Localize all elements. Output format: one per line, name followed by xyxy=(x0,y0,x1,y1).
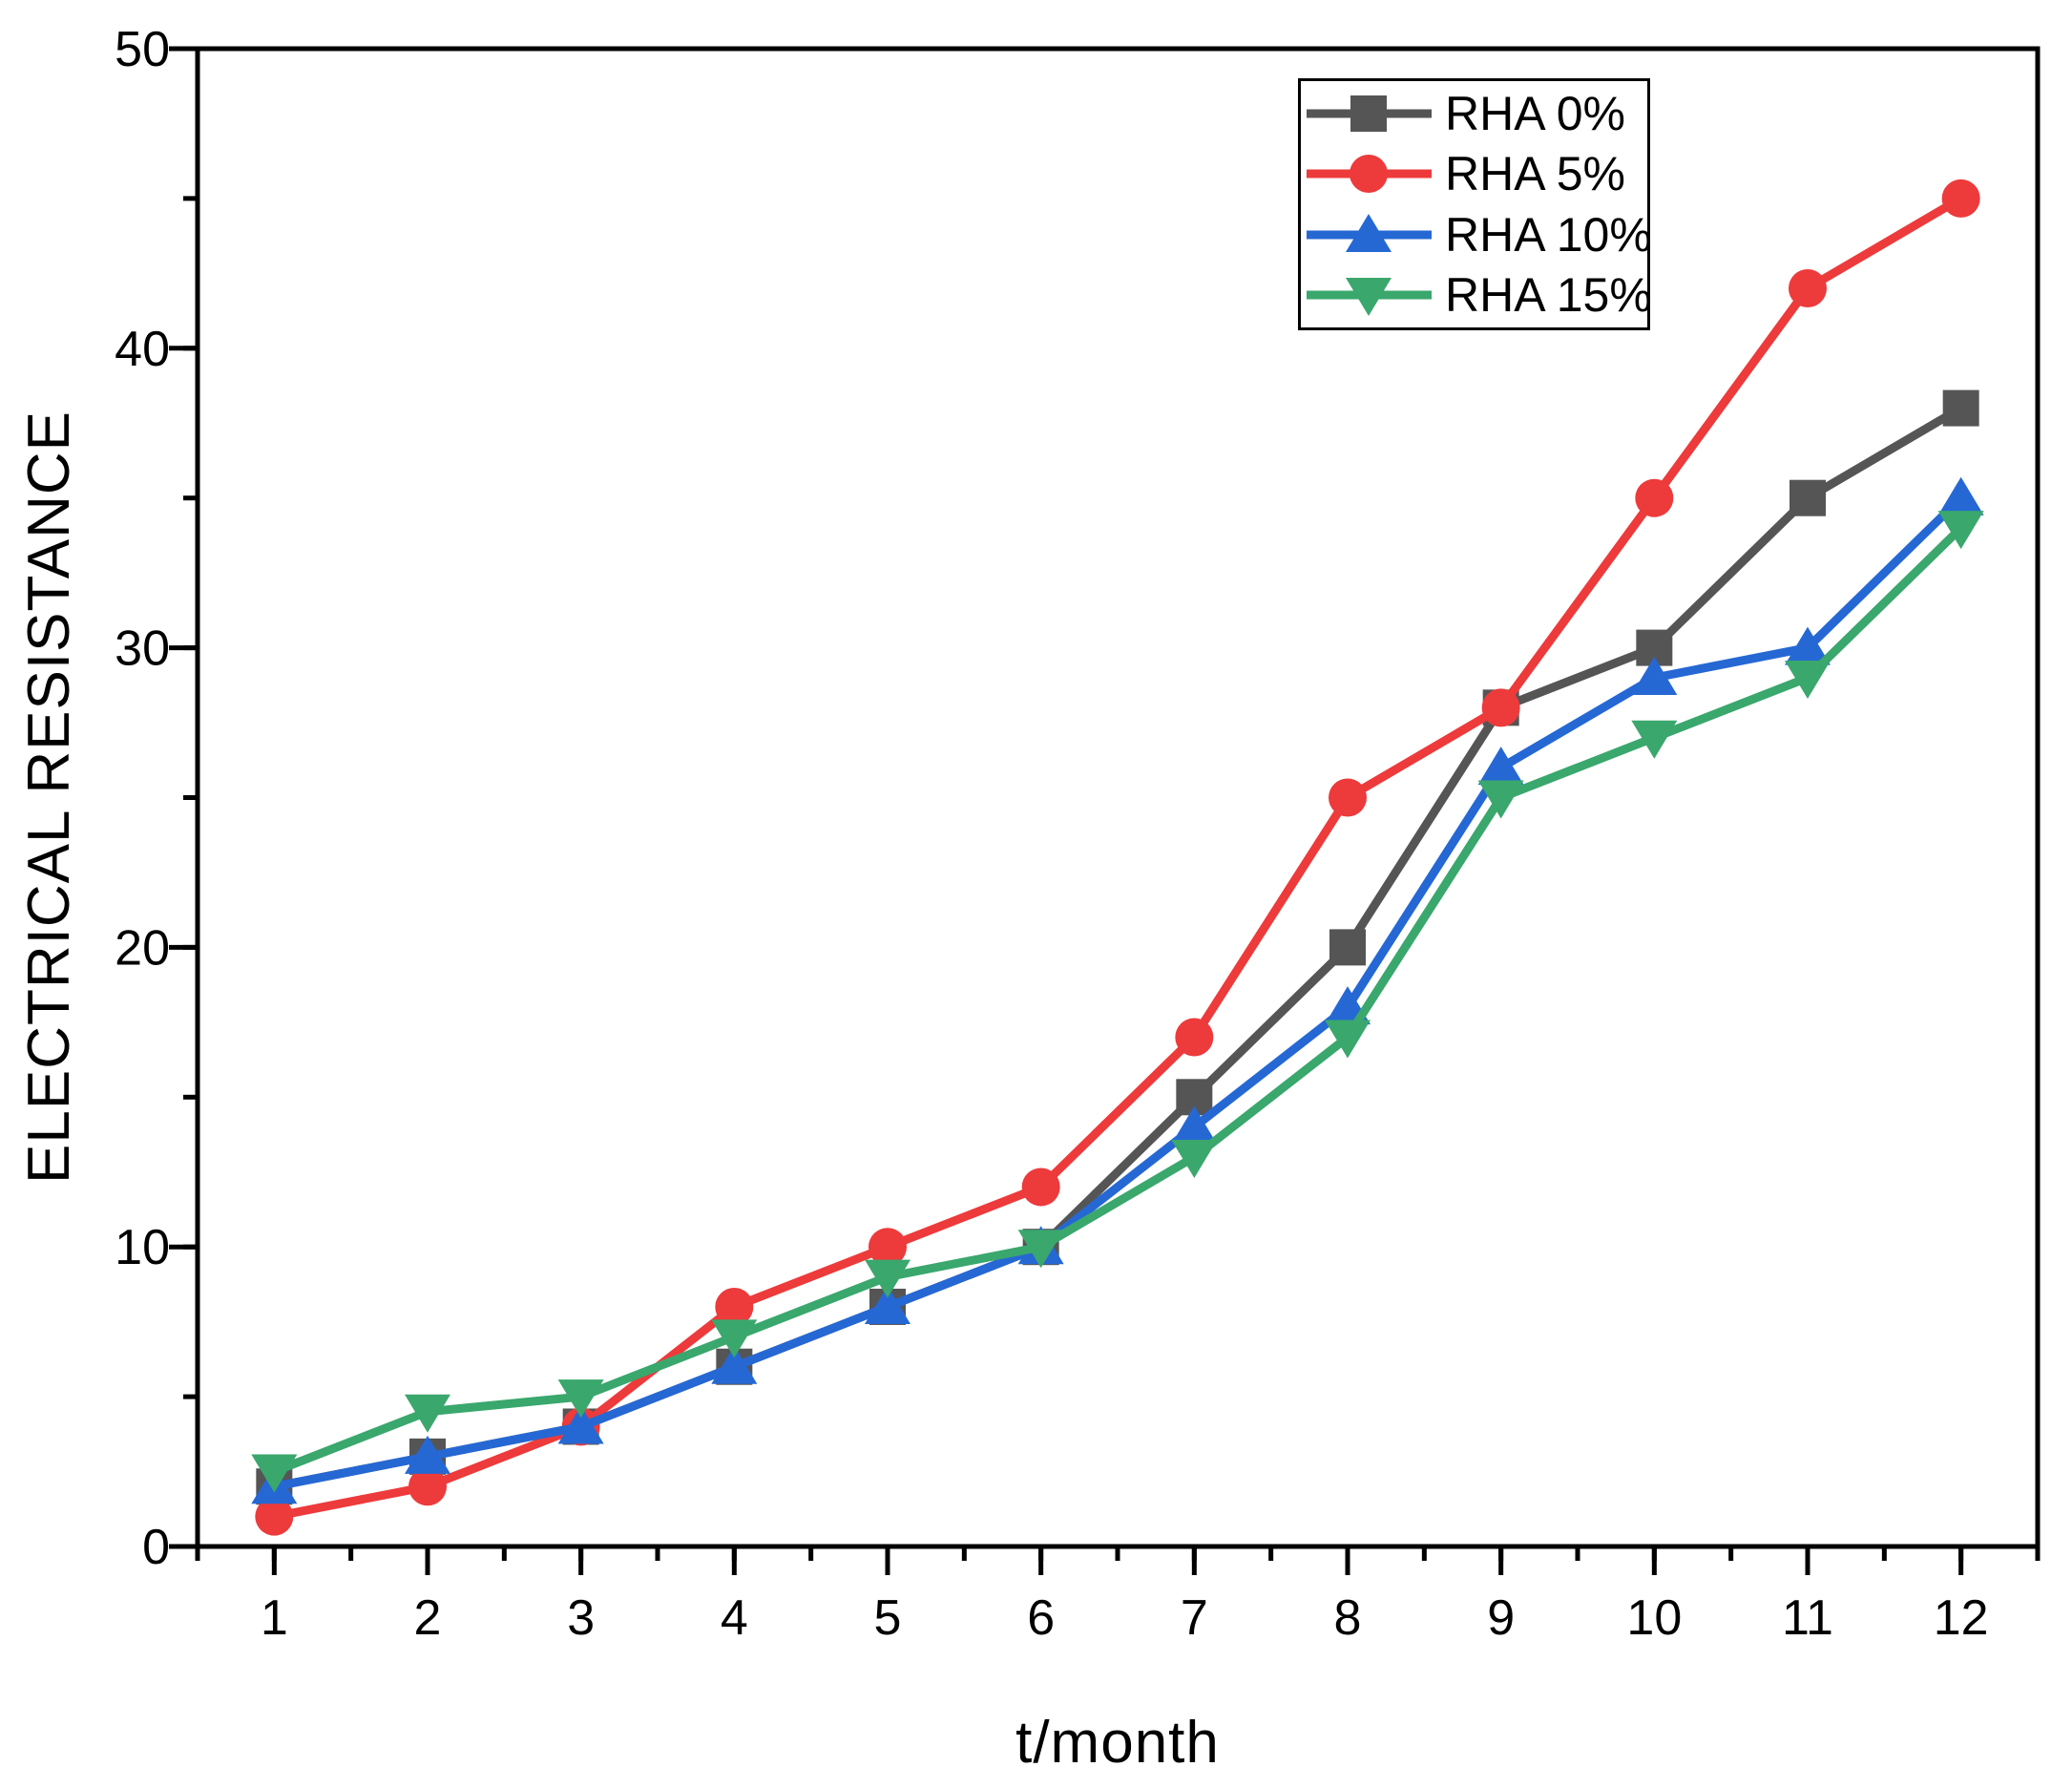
legend-marker-triangle-down-icon xyxy=(1307,278,1432,317)
series-rha-15- xyxy=(251,511,1984,1493)
legend-item-label: RHA 5% xyxy=(1445,147,1625,201)
legend-marker-triangle-up-icon xyxy=(1307,213,1432,252)
data-point xyxy=(865,1259,910,1298)
data-point xyxy=(1942,389,1979,427)
legend-item-label: RHA 10% xyxy=(1445,207,1652,262)
y-tick-label: 40 xyxy=(115,322,170,377)
data-point xyxy=(1789,269,1827,308)
x-tick-label: 11 xyxy=(1782,1590,1833,1646)
legend: RHA 0% RHA 5% RHA 10% RHA 15% xyxy=(1298,78,1652,330)
x-tick-label: 5 xyxy=(874,1590,902,1646)
legend-swatch-marker xyxy=(1350,95,1387,132)
data-point xyxy=(1171,1140,1218,1179)
data-point xyxy=(405,1394,450,1433)
x-axis-title: t/month xyxy=(1015,1710,1220,1776)
data-point xyxy=(1017,1230,1064,1269)
x-tick-label: 1 xyxy=(261,1590,288,1646)
data-point xyxy=(1477,747,1524,786)
data-point xyxy=(1937,476,1984,515)
legend-item-label: RHA 0% xyxy=(1445,86,1625,140)
y-tick-label: 10 xyxy=(115,1220,170,1275)
x-tick-label: 4 xyxy=(721,1590,748,1646)
plot-frame xyxy=(195,46,2041,1549)
data-point xyxy=(408,1467,447,1506)
data-point xyxy=(1941,179,1980,218)
data-point xyxy=(715,1287,754,1326)
data-point xyxy=(1789,479,1826,516)
x-tick-label: 12 xyxy=(1934,1590,1989,1646)
legend-swatch-marker xyxy=(1346,213,1392,252)
data-point xyxy=(1937,511,1984,550)
data-point xyxy=(1785,660,1831,699)
x-tick-label: 10 xyxy=(1626,1590,1682,1646)
data-point xyxy=(869,1228,907,1267)
data-point xyxy=(711,1319,758,1358)
legend-item-label: RHA 15% xyxy=(1445,268,1652,323)
x-tick-label: 3 xyxy=(567,1590,595,1646)
legend-marker-square-icon xyxy=(1307,95,1432,132)
data-point xyxy=(1631,720,1678,759)
x-tick-label: 9 xyxy=(1487,1590,1515,1646)
series-rha-5- xyxy=(255,179,1980,1536)
series-line xyxy=(273,494,1964,1491)
data-point xyxy=(405,1435,450,1474)
legend-item: RHA 15% xyxy=(1301,265,1652,325)
data-point xyxy=(1021,1167,1060,1207)
y-tick-label: 50 xyxy=(115,22,170,77)
data-point xyxy=(711,1345,758,1384)
y-axis-title: ELECTRICAL RESISTANCE xyxy=(16,410,82,1184)
legend-item: RHA 0% xyxy=(1301,84,1647,143)
data-point xyxy=(557,1379,604,1419)
legend-item: RHA 10% xyxy=(1301,205,1652,264)
y-tick-label: 30 xyxy=(115,621,170,677)
data-point xyxy=(1477,780,1524,819)
data-point xyxy=(1171,1105,1218,1145)
y-tick-label: 20 xyxy=(115,920,170,976)
series-line xyxy=(273,195,1963,1522)
data-point xyxy=(1329,929,1366,966)
data-point xyxy=(251,1454,298,1493)
legend-swatch-marker xyxy=(1346,278,1392,317)
data-point xyxy=(1481,688,1520,727)
x-tick-label: 2 xyxy=(414,1590,442,1646)
series-rha-0- xyxy=(256,389,1979,1505)
legend-item: RHA 5% xyxy=(1301,144,1647,203)
series-rha-10- xyxy=(251,476,1984,1504)
series-line xyxy=(272,524,1964,1476)
data-point xyxy=(255,1497,294,1536)
data-point xyxy=(1325,1020,1371,1059)
data-point xyxy=(1635,478,1674,517)
y-tick-label: 0 xyxy=(142,1520,170,1575)
data-point xyxy=(1785,626,1831,665)
x-tick-label: 8 xyxy=(1334,1590,1362,1646)
data-point xyxy=(557,1405,604,1444)
legend-marker-circle-icon xyxy=(1307,155,1432,194)
legend-swatch-marker xyxy=(1350,155,1388,194)
x-tick-label: 7 xyxy=(1181,1590,1208,1646)
data-point xyxy=(1175,1018,1214,1057)
x-tick-label: 6 xyxy=(1027,1590,1055,1646)
series-line xyxy=(273,404,1963,1491)
data-point xyxy=(1329,778,1367,817)
data-point xyxy=(1631,656,1678,695)
data-point xyxy=(865,1285,910,1324)
